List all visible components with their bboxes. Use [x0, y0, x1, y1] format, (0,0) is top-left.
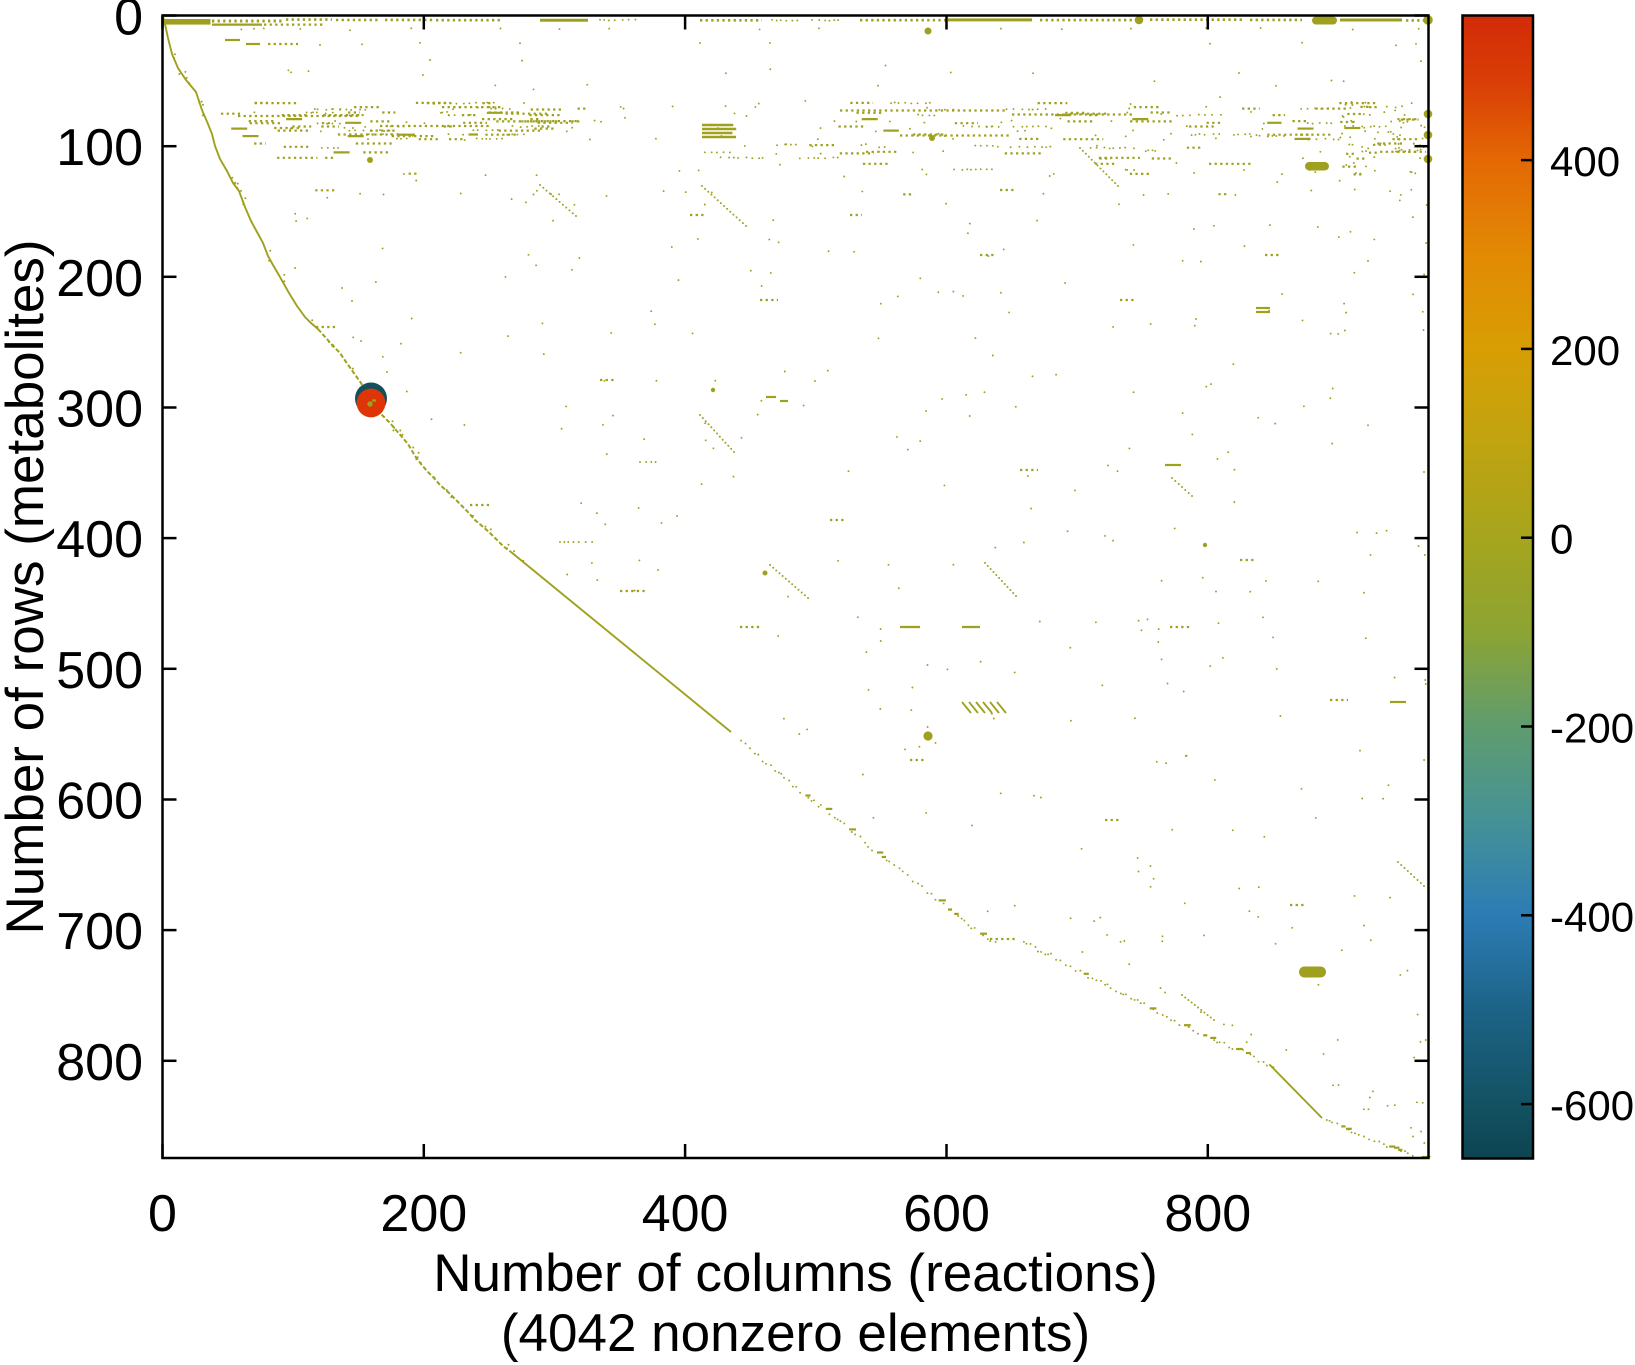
svg-text:400: 400: [56, 511, 143, 569]
svg-text:400: 400: [1550, 138, 1620, 185]
svg-text:-400: -400: [1550, 893, 1634, 940]
svg-text:400: 400: [642, 1185, 729, 1243]
svg-text:800: 800: [56, 1034, 143, 1092]
svg-text:200: 200: [56, 250, 143, 308]
svg-text:-200: -200: [1550, 705, 1634, 752]
svg-text:0: 0: [1550, 516, 1573, 563]
svg-text:0: 0: [114, 0, 143, 47]
svg-text:-600: -600: [1550, 1082, 1634, 1129]
svg-text:(4042 nonzero elements): (4042 nonzero elements): [501, 1304, 1090, 1363]
svg-text:0: 0: [148, 1185, 177, 1243]
svg-text:100: 100: [56, 119, 143, 177]
svg-text:500: 500: [56, 642, 143, 700]
svg-text:Number of columns (reactions): Number of columns (reactions): [433, 1244, 1158, 1303]
svg-text:600: 600: [903, 1185, 990, 1243]
svg-text:200: 200: [380, 1185, 467, 1243]
svg-text:200: 200: [1550, 327, 1620, 374]
svg-text:800: 800: [1164, 1185, 1251, 1243]
svg-text:700: 700: [56, 903, 143, 961]
svg-text:300: 300: [56, 381, 143, 439]
svg-text:600: 600: [56, 773, 143, 831]
svg-text:Number of rows (metabolites): Number of rows (metabolites): [0, 239, 55, 934]
